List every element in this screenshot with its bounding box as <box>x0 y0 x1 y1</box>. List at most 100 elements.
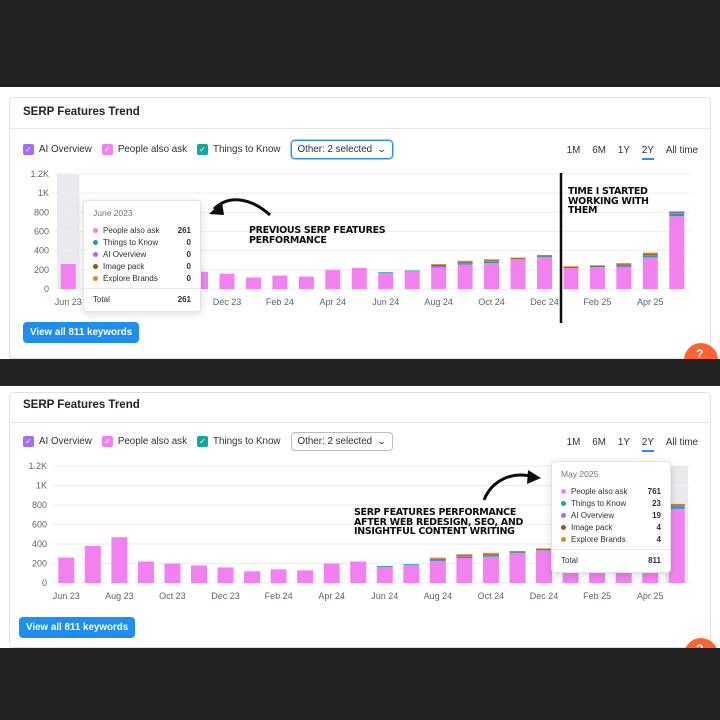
bar-segment[interactable] <box>536 256 552 289</box>
bar-segment[interactable] <box>456 555 473 557</box>
bar-segment[interactable] <box>668 503 685 505</box>
bar-segment[interactable] <box>429 560 446 562</box>
checkbox-checked-icon[interactable]: ✓ <box>23 144 34 155</box>
range-1y[interactable]: 1Y <box>617 145 630 156</box>
range-1m[interactable]: 1M <box>566 145 581 156</box>
bar-segment[interactable] <box>642 255 658 258</box>
bar-segment[interactable] <box>137 561 154 583</box>
other-features-dropdown[interactable]: Other: 2 selected ⌄ <box>290 432 393 451</box>
bar-segment[interactable] <box>563 266 579 268</box>
bar-segment[interactable] <box>378 272 394 289</box>
bar-segment[interactable] <box>509 551 526 552</box>
bar-segment[interactable] <box>484 261 500 263</box>
bar-segment[interactable] <box>431 266 447 267</box>
checkbox-checked-icon[interactable]: ✓ <box>101 144 113 155</box>
bar-segment[interactable] <box>589 265 605 267</box>
bar-segment[interactable] <box>589 266 605 289</box>
bar-segment[interactable] <box>510 258 526 260</box>
bar-segment[interactable] <box>219 273 235 289</box>
bar-segment[interactable] <box>84 545 101 583</box>
bar-segment[interactable] <box>616 263 632 265</box>
checkbox-checked-icon[interactable]: ✓ <box>196 436 208 447</box>
bar-segment[interactable] <box>509 552 526 583</box>
bar-segment[interactable] <box>431 265 447 266</box>
bar-segment[interactable] <box>456 558 473 583</box>
toggle-ai-overview[interactable]: ✓ AI Overview <box>23 436 92 447</box>
bar-segment[interactable] <box>509 551 526 553</box>
bar-segment[interactable] <box>510 259 526 289</box>
bar-segment[interactable] <box>616 266 632 289</box>
bar-segment[interactable] <box>456 554 473 556</box>
bar-segment[interactable] <box>668 508 685 583</box>
bar-segment[interactable] <box>404 271 420 289</box>
bar-segment[interactable] <box>323 563 340 584</box>
bar-segment[interactable] <box>510 258 526 259</box>
bar-segment[interactable] <box>403 564 420 583</box>
bar-segment[interactable] <box>482 552 499 554</box>
toggle-things-to-know[interactable]: ✓ Things to Know <box>196 436 281 447</box>
bar-segment[interactable] <box>482 554 499 556</box>
bar-segment[interactable] <box>563 267 579 268</box>
bar-segment[interactable] <box>429 559 446 561</box>
bar-segment[interactable] <box>668 504 685 507</box>
range-6m[interactable]: 6M <box>592 437 606 448</box>
bar-segment[interactable] <box>164 563 181 584</box>
bar-segment[interactable] <box>536 549 553 551</box>
bar-segment[interactable] <box>404 270 420 272</box>
bar-segment[interactable] <box>111 537 128 583</box>
toggle-ai-overview[interactable]: ✓ AI Overview <box>23 144 92 155</box>
bar-segment[interactable] <box>350 561 367 583</box>
toggle-people-also-ask[interactable]: ✓ People also ask <box>101 436 187 447</box>
bar-segment[interactable] <box>58 557 75 583</box>
range-all-time[interactable]: All time <box>665 145 698 156</box>
bar-segment[interactable] <box>536 550 553 583</box>
bar-segment[interactable] <box>351 267 367 289</box>
bar-segment[interactable] <box>510 257 526 259</box>
bar-segment[interactable] <box>484 263 500 289</box>
bar-segment[interactable] <box>536 255 552 257</box>
bar-segment[interactable] <box>429 561 446 583</box>
bar-segment[interactable] <box>484 260 500 262</box>
bar-segment[interactable] <box>482 553 499 555</box>
bar-segment[interactable] <box>298 276 314 289</box>
bar-segment[interactable] <box>669 212 685 214</box>
toggle-things-to-know[interactable]: ✓ Things to Know <box>196 144 281 155</box>
range-all-time[interactable]: All time <box>665 437 698 448</box>
bar-segment[interactable] <box>482 556 499 583</box>
view-all-keywords-button[interactable]: View all 811 keywords <box>23 322 140 343</box>
other-features-dropdown[interactable]: Other: 2 selected ⌄ <box>290 140 393 159</box>
bar-segment[interactable] <box>536 548 553 550</box>
bar-segment[interactable] <box>376 565 393 567</box>
bar-segment[interactable] <box>217 567 234 583</box>
bar-segment[interactable] <box>429 558 446 560</box>
bar-segment[interactable] <box>669 213 685 217</box>
bar-segment[interactable] <box>642 254 658 255</box>
bar-segment[interactable] <box>378 272 394 274</box>
bar-segment[interactable] <box>429 557 446 559</box>
bar-segment[interactable] <box>457 264 473 289</box>
bar-segment[interactable] <box>536 548 553 550</box>
checkbox-checked-icon[interactable]: ✓ <box>101 436 113 447</box>
bar-segment[interactable] <box>190 565 207 583</box>
checkbox-checked-icon[interactable]: ✓ <box>23 436 34 447</box>
bar-segment[interactable] <box>457 263 473 265</box>
bar-segment[interactable] <box>456 556 473 559</box>
bar-segment[interactable] <box>484 259 500 261</box>
range-1m[interactable]: 1M <box>566 437 581 448</box>
bar-segment[interactable] <box>642 254 658 256</box>
range-2y[interactable]: 2Y <box>641 437 654 452</box>
bar-segment[interactable] <box>536 255 552 257</box>
help-bubble[interactable]: ? <box>684 343 718 359</box>
range-1y[interactable]: 1Y <box>617 437 630 448</box>
bar-segment[interactable] <box>431 267 447 289</box>
bar-segment[interactable] <box>431 266 447 268</box>
bar-segment[interactable] <box>376 566 393 583</box>
bar-segment[interactable] <box>616 264 632 266</box>
bar-segment[interactable] <box>642 252 658 255</box>
bar-segment[interactable] <box>245 277 261 290</box>
bar-segment[interactable] <box>60 263 76 289</box>
bar-segment[interactable] <box>272 275 288 289</box>
range-6m[interactable]: 6M <box>592 145 606 156</box>
bar-segment[interactable] <box>457 260 473 262</box>
bar-segment[interactable] <box>431 264 447 266</box>
